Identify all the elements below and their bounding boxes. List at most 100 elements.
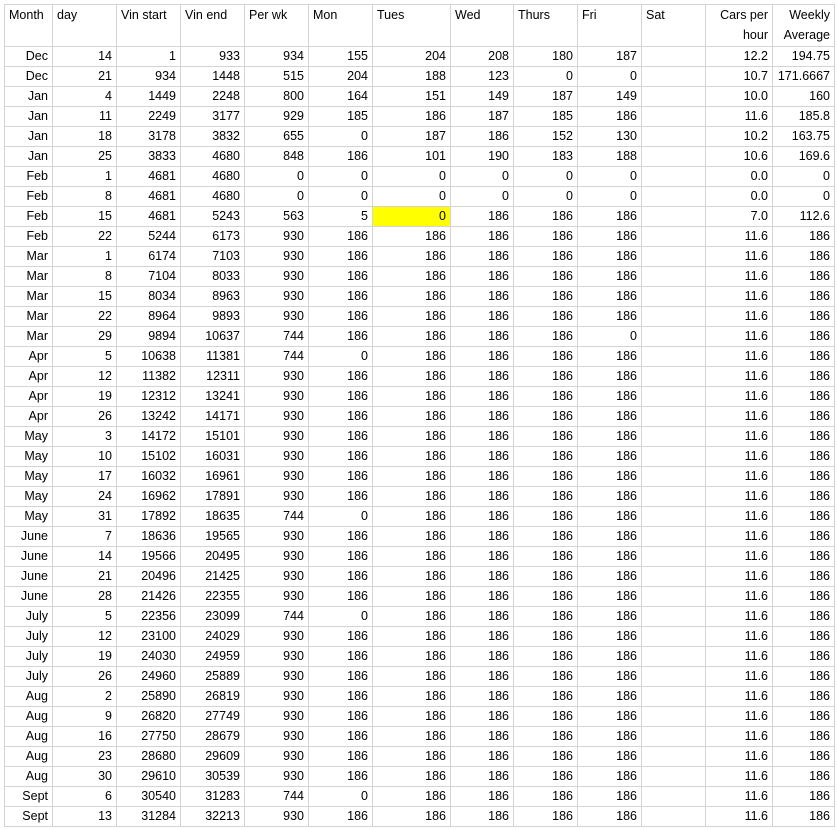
cell-mon[interactable]: 0 <box>308 166 373 187</box>
cell-wed[interactable]: 186 <box>450 506 514 527</box>
cell-month[interactable]: June <box>4 526 53 547</box>
cell-cars-per-hour[interactable]: 11.6 <box>705 546 773 567</box>
cell-thurs[interactable]: 186 <box>513 486 578 507</box>
cell-sat[interactable] <box>641 426 706 447</box>
cell-fri[interactable]: 186 <box>577 426 642 447</box>
cell-thurs[interactable]: 186 <box>513 566 578 587</box>
cell-thurs[interactable]: 186 <box>513 786 578 807</box>
cell-tues[interactable]: 186 <box>372 766 451 787</box>
cell-vin-start[interactable]: 31284 <box>116 806 181 827</box>
cell-weekly-average[interactable]: 186 <box>772 526 835 547</box>
cell-tues[interactable]: 186 <box>372 526 451 547</box>
cell-vin-start[interactable]: 11382 <box>116 366 181 387</box>
cell-cars-per-hour[interactable]: 10.0 <box>705 86 773 107</box>
cell-day[interactable]: 1 <box>52 166 117 187</box>
header-cell-fri[interactable]: Fri <box>577 4 642 47</box>
cell-cars-per-hour[interactable]: 11.6 <box>705 666 773 687</box>
cell-cars-per-hour[interactable]: 10.7 <box>705 66 773 87</box>
cell-day[interactable]: 23 <box>52 746 117 767</box>
cell-thurs[interactable]: 186 <box>513 586 578 607</box>
cell-tues[interactable]: 186 <box>372 586 451 607</box>
cell-sat[interactable] <box>641 206 706 227</box>
cell-day[interactable]: 12 <box>52 626 117 647</box>
cell-vin-start[interactable]: 4681 <box>116 206 181 227</box>
cell-fri[interactable]: 186 <box>577 626 642 647</box>
cell-fri[interactable]: 186 <box>577 606 642 627</box>
cell-day[interactable]: 11 <box>52 106 117 127</box>
cell-fri[interactable]: 186 <box>577 526 642 547</box>
cell-sat[interactable] <box>641 766 706 787</box>
cell-cars-per-hour[interactable]: 11.6 <box>705 526 773 547</box>
cell-cars-per-hour[interactable]: 10.6 <box>705 146 773 167</box>
cell-per-wk[interactable]: 930 <box>244 686 309 707</box>
cell-vin-end[interactable]: 8033 <box>180 266 245 287</box>
cell-thurs[interactable]: 186 <box>513 466 578 487</box>
cell-month[interactable]: Apr <box>4 386 53 407</box>
cell-fri[interactable]: 130 <box>577 126 642 147</box>
cell-wed[interactable]: 186 <box>450 666 514 687</box>
cell-sat[interactable] <box>641 226 706 247</box>
cell-vin-start[interactable]: 27750 <box>116 726 181 747</box>
cell-tues[interactable]: 186 <box>372 646 451 667</box>
cell-vin-end[interactable]: 3832 <box>180 126 245 147</box>
cell-vin-end[interactable]: 20495 <box>180 546 245 567</box>
cell-fri[interactable]: 186 <box>577 106 642 127</box>
header-cell-day[interactable]: day <box>52 4 117 47</box>
cell-per-wk[interactable]: 515 <box>244 66 309 87</box>
cell-wed[interactable]: 190 <box>450 146 514 167</box>
cell-per-wk[interactable]: 744 <box>244 346 309 367</box>
cell-sat[interactable] <box>641 666 706 687</box>
cell-per-wk[interactable]: 930 <box>244 366 309 387</box>
cell-per-wk[interactable]: 930 <box>244 406 309 427</box>
cell-vin-end[interactable]: 10637 <box>180 326 245 347</box>
cell-wed[interactable]: 186 <box>450 606 514 627</box>
cell-cars-per-hour[interactable]: 11.6 <box>705 406 773 427</box>
cell-tues[interactable]: 186 <box>372 786 451 807</box>
cell-cars-per-hour[interactable]: 11.6 <box>705 726 773 747</box>
cell-per-wk[interactable]: 930 <box>244 266 309 287</box>
cell-vin-end[interactable]: 933 <box>180 46 245 67</box>
cell-thurs[interactable]: 186 <box>513 226 578 247</box>
cell-weekly-average[interactable]: 0 <box>772 186 835 207</box>
cell-mon[interactable]: 186 <box>308 686 373 707</box>
cell-vin-end[interactable]: 19565 <box>180 526 245 547</box>
cell-tues[interactable]: 186 <box>372 226 451 247</box>
cell-cars-per-hour[interactable]: 7.0 <box>705 206 773 227</box>
cell-day[interactable]: 15 <box>52 286 117 307</box>
cell-per-wk[interactable]: 744 <box>244 786 309 807</box>
cell-mon[interactable]: 186 <box>308 586 373 607</box>
cell-month[interactable]: June <box>4 566 53 587</box>
cell-vin-end[interactable]: 4680 <box>180 166 245 187</box>
cell-fri[interactable]: 0 <box>577 326 642 347</box>
cell-sat[interactable] <box>641 646 706 667</box>
cell-mon[interactable]: 186 <box>308 446 373 467</box>
cell-day[interactable]: 14 <box>52 46 117 67</box>
cell-fri[interactable]: 186 <box>577 506 642 527</box>
cell-sat[interactable] <box>641 346 706 367</box>
cell-fri[interactable]: 186 <box>577 406 642 427</box>
cell-thurs[interactable]: 186 <box>513 626 578 647</box>
cell-vin-end[interactable]: 13241 <box>180 386 245 407</box>
cell-vin-start[interactable]: 4681 <box>116 186 181 207</box>
cell-vin-start[interactable]: 10638 <box>116 346 181 367</box>
cell-thurs[interactable]: 0 <box>513 186 578 207</box>
cell-mon[interactable]: 186 <box>308 286 373 307</box>
cell-month[interactable]: Mar <box>4 266 53 287</box>
cell-sat[interactable] <box>641 606 706 627</box>
cell-mon[interactable]: 186 <box>308 306 373 327</box>
cell-month[interactable]: May <box>4 446 53 467</box>
cell-thurs[interactable]: 0 <box>513 166 578 187</box>
cell-month[interactable]: July <box>4 606 53 627</box>
cell-per-wk[interactable]: 930 <box>244 486 309 507</box>
cell-sat[interactable] <box>641 546 706 567</box>
cell-wed[interactable]: 186 <box>450 586 514 607</box>
cell-tues[interactable]: 204 <box>372 46 451 67</box>
cell-sat[interactable] <box>641 486 706 507</box>
cell-vin-end[interactable]: 17891 <box>180 486 245 507</box>
cell-vin-end[interactable]: 32213 <box>180 806 245 827</box>
cell-weekly-average[interactable]: 186 <box>772 666 835 687</box>
cell-weekly-average[interactable]: 186 <box>772 746 835 767</box>
cell-fri[interactable]: 186 <box>577 226 642 247</box>
cell-tues[interactable]: 186 <box>372 486 451 507</box>
cell-tues[interactable]: 186 <box>372 686 451 707</box>
